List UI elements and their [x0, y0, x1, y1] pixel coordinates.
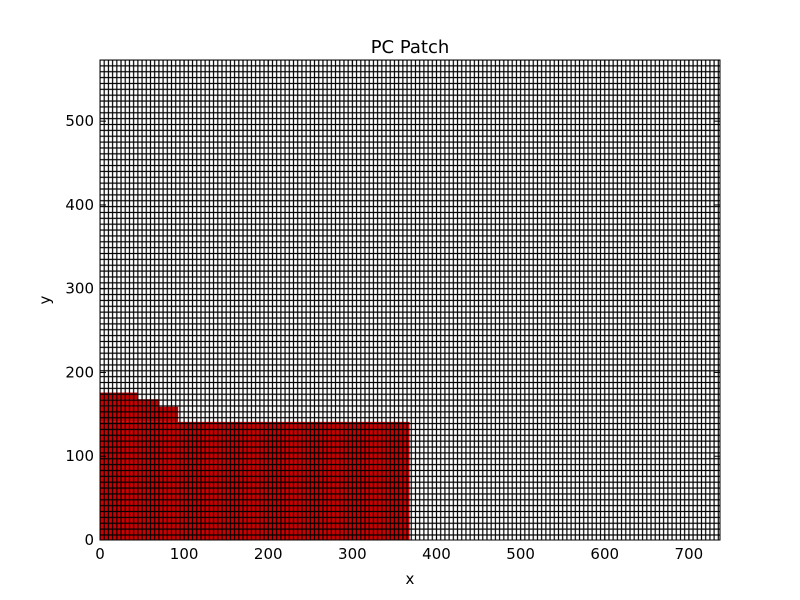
x-axis-label: x [406, 570, 415, 588]
highlight-block-grid-4 [100, 392, 138, 400]
x-tick-label: 500 [506, 545, 535, 563]
x-tick-label: 0 [95, 545, 105, 563]
y-tick-label: 100 [65, 447, 94, 465]
plot-area [99, 59, 721, 541]
y-axis: 0 100 200 300 400 500 [65, 112, 720, 549]
y-tick-label: 0 [84, 531, 94, 549]
x-tick-label: 300 [338, 545, 367, 563]
highlight-block-grid-3 [100, 399, 159, 407]
x-tick-label: 200 [254, 545, 283, 563]
highlight-block-grid-1 [100, 421, 410, 540]
highlighted-region [100, 392, 410, 540]
y-tick-label: 200 [65, 363, 94, 381]
y-axis-label: y [36, 295, 54, 304]
y-tick-label: 300 [65, 280, 94, 298]
x-tick-label: 100 [170, 545, 199, 563]
y-tick-label: 500 [65, 112, 94, 130]
x-tick-label: 600 [590, 545, 619, 563]
y-tick-label: 400 [65, 196, 94, 214]
chart-title: PC Patch [371, 37, 450, 58]
x-tick-label: 400 [422, 545, 451, 563]
highlight-block-grid-2 [100, 406, 179, 422]
x-axis: 0 100 200 300 400 500 600 700 [95, 60, 703, 563]
plot-frame [99, 59, 721, 541]
x-tick-label: 700 [675, 545, 704, 563]
